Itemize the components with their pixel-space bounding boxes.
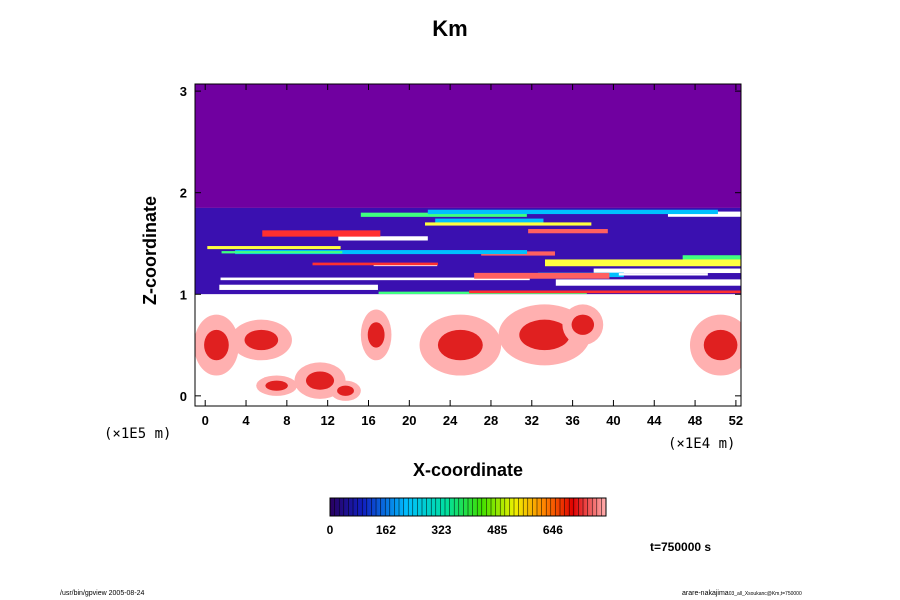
patch-core xyxy=(519,319,570,351)
patch-core xyxy=(244,329,279,351)
patch-core xyxy=(265,380,288,391)
heatmap-field xyxy=(195,84,741,406)
band-stripe xyxy=(221,251,343,254)
patch-core xyxy=(703,329,738,361)
footer-left: /usr/bin/gpview 2005-08-24 xyxy=(60,590,145,597)
band-stripe xyxy=(469,290,741,294)
colorbar-tick-label: 323 xyxy=(431,523,451,537)
band-stripe xyxy=(474,272,610,279)
x-tick-label: 20 xyxy=(402,413,416,428)
colorbar-tick-label: 646 xyxy=(543,523,563,537)
x-tick-label: 40 xyxy=(606,413,620,428)
x-tick-label: 52 xyxy=(729,413,743,428)
y-axis-scale-note: (×1E5 m) xyxy=(104,426,172,442)
band-stripe xyxy=(555,279,741,286)
patch-core xyxy=(437,329,483,361)
x-tick-label: 0 xyxy=(202,413,209,428)
chart-title: Km xyxy=(432,16,468,41)
band-stripe xyxy=(682,255,741,260)
band-stripe xyxy=(338,236,428,241)
band-stripe xyxy=(220,277,530,281)
footer-right: arare-nakajima03_all_Xsoukanc@Km,t=75000… xyxy=(682,590,802,597)
band-stripe xyxy=(262,230,381,237)
time-annotation: t=750000 s xyxy=(650,540,712,554)
x-tick-label: 36 xyxy=(565,413,579,428)
x-tick-label: 24 xyxy=(443,413,458,428)
y-axis: 0 1 2 3 xyxy=(180,84,741,404)
x-tick-label: 12 xyxy=(320,413,334,428)
colorbar-tick-label: 485 xyxy=(487,523,507,537)
band-stripe xyxy=(360,212,527,217)
region-upper-uniform xyxy=(195,84,741,208)
plot-frame xyxy=(194,83,742,407)
band-stripe xyxy=(235,250,528,255)
x-tick-label: 16 xyxy=(361,413,375,428)
x-axis-label: X-coordinate xyxy=(412,460,523,480)
y-tick-label: 2 xyxy=(180,186,187,201)
band-stripe xyxy=(593,268,741,274)
footer-right-main: arare-nakajima xyxy=(682,590,729,597)
band-stripe xyxy=(544,259,741,267)
x-tick-label: 28 xyxy=(484,413,498,428)
y-tick-label: 1 xyxy=(180,287,187,302)
x-tick-label: 48 xyxy=(688,413,702,428)
patch-core xyxy=(204,329,229,361)
x-tick-label: 32 xyxy=(525,413,539,428)
band-stripe xyxy=(312,262,438,266)
band-stripe xyxy=(528,229,608,234)
colorbar: 0 162 323 485 646 xyxy=(327,497,607,537)
band-stripe xyxy=(667,211,741,217)
patch-core xyxy=(337,385,354,396)
x-tick-label: 44 xyxy=(647,413,662,428)
x-tick-label: 8 xyxy=(283,413,290,428)
band-stripe xyxy=(435,218,544,223)
patch-core xyxy=(305,371,335,390)
colorbar-tick-label: 0 xyxy=(327,523,334,537)
y-tick-label: 0 xyxy=(180,389,187,404)
band-stripe xyxy=(424,222,592,226)
band-stripe xyxy=(219,284,378,290)
x-axis: 0 4 8 12 16 20 24 28 32 36 40 44 48 52 xyxy=(202,84,743,428)
x-tick-label: 4 xyxy=(242,413,250,428)
band-stripe xyxy=(618,273,708,276)
band-stripe xyxy=(427,209,718,215)
colorbar-frame xyxy=(329,497,607,517)
patch-core xyxy=(571,314,595,335)
footer-right-small: 03_all_Xsoukanc@Km,t=750000 xyxy=(728,591,802,597)
y-tick-label: 3 xyxy=(180,84,187,99)
colorbar-tick-label: 162 xyxy=(376,523,396,537)
x-axis-scale-note: (×1E4 m) xyxy=(668,436,736,452)
patch-core xyxy=(367,322,385,348)
band-stripe xyxy=(207,246,341,250)
